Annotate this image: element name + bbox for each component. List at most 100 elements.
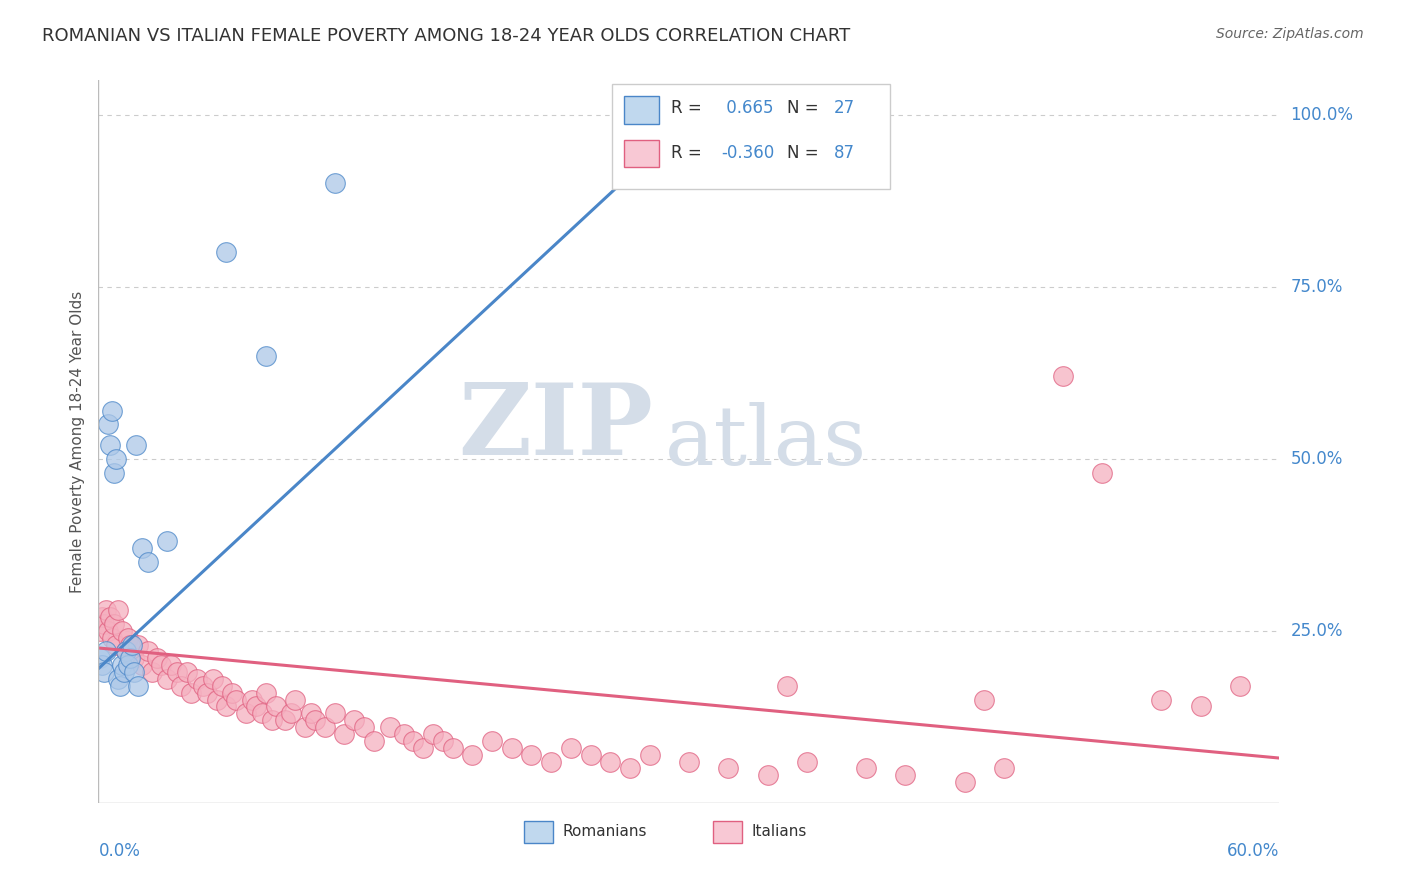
Point [264, 699, 287, 714]
Point [97, 624, 120, 638]
Point [284, 692, 307, 706]
Point [323, 706, 346, 721]
Point [579, 747, 602, 762]
FancyBboxPatch shape [523, 821, 553, 843]
Text: 0.0%: 0.0% [98, 842, 141, 860]
Point [304, 713, 326, 727]
Point [225, 692, 247, 706]
Point [520, 747, 543, 762]
Text: 50.0%: 50.0% [1291, 450, 1343, 467]
Point [156, 672, 179, 686]
Point [118, 638, 141, 652]
Point [117, 631, 139, 645]
Point [378, 720, 401, 734]
Text: 0.665: 0.665 [721, 100, 773, 118]
Point [156, 534, 179, 549]
Text: N =: N = [787, 144, 824, 161]
Text: 75.0%: 75.0% [1291, 277, 1343, 296]
Point [89, 651, 111, 665]
Point [392, 727, 415, 741]
Point [215, 699, 238, 714]
Point [422, 727, 444, 741]
Point [105, 638, 128, 652]
Point [314, 720, 336, 734]
Point [717, 761, 740, 775]
Point [127, 638, 149, 652]
Point [115, 644, 138, 658]
Point [131, 658, 153, 673]
Point [186, 672, 208, 686]
Text: 60.0%: 60.0% [1227, 842, 1279, 860]
Point [323, 177, 346, 191]
Point [402, 734, 425, 748]
Point [254, 686, 277, 700]
FancyBboxPatch shape [713, 821, 742, 843]
Point [105, 451, 128, 466]
Point [215, 245, 238, 260]
Text: R =: R = [671, 100, 707, 118]
Point [176, 665, 198, 679]
Point [260, 713, 283, 727]
FancyBboxPatch shape [624, 96, 659, 124]
Point [333, 727, 356, 741]
Point [93, 616, 115, 631]
Point [953, 775, 976, 789]
Point [195, 686, 218, 700]
Y-axis label: Female Poverty Among 18-24 Year Olds: Female Poverty Among 18-24 Year Olds [69, 291, 84, 592]
Point [540, 755, 562, 769]
Point [796, 755, 818, 769]
Point [221, 686, 243, 700]
Point [107, 672, 129, 686]
Point [205, 692, 228, 706]
Text: Romanians: Romanians [562, 824, 647, 839]
Point [756, 768, 779, 782]
Point [98, 438, 121, 452]
Point [121, 638, 143, 652]
Point [432, 734, 454, 748]
Point [1150, 692, 1173, 706]
Point [619, 761, 641, 775]
Point [98, 610, 121, 624]
Point [638, 747, 661, 762]
Point [343, 713, 366, 727]
Point [122, 665, 145, 679]
Point [461, 747, 484, 762]
Point [894, 768, 917, 782]
Point [481, 734, 503, 748]
Point [96, 644, 118, 658]
Point [101, 403, 124, 417]
Point [118, 651, 141, 665]
Point [560, 740, 582, 755]
Point [211, 679, 233, 693]
Point [136, 555, 159, 569]
Point [599, 755, 621, 769]
Point [501, 740, 523, 755]
Text: R =: R = [671, 144, 707, 161]
Text: Source: ZipAtlas.com: Source: ZipAtlas.com [1216, 27, 1364, 41]
Point [125, 438, 148, 452]
Point [141, 665, 163, 679]
Point [122, 651, 145, 665]
Text: ZIP: ZIP [458, 378, 654, 475]
Point [274, 713, 297, 727]
Point [111, 658, 134, 673]
Point [973, 692, 995, 706]
Point [131, 541, 153, 556]
Point [103, 616, 125, 631]
Point [146, 651, 169, 665]
Point [115, 644, 138, 658]
Text: atlas: atlas [665, 401, 868, 482]
Point [1229, 679, 1251, 693]
Point [107, 603, 129, 617]
Point [776, 679, 799, 693]
Text: 87: 87 [834, 144, 855, 161]
Point [127, 679, 149, 693]
Point [91, 658, 114, 673]
Text: 27: 27 [834, 100, 855, 118]
Point [201, 672, 224, 686]
Point [235, 706, 257, 721]
Point [441, 740, 464, 755]
Point [91, 610, 114, 624]
Text: 25.0%: 25.0% [1291, 622, 1343, 640]
Point [103, 466, 125, 480]
